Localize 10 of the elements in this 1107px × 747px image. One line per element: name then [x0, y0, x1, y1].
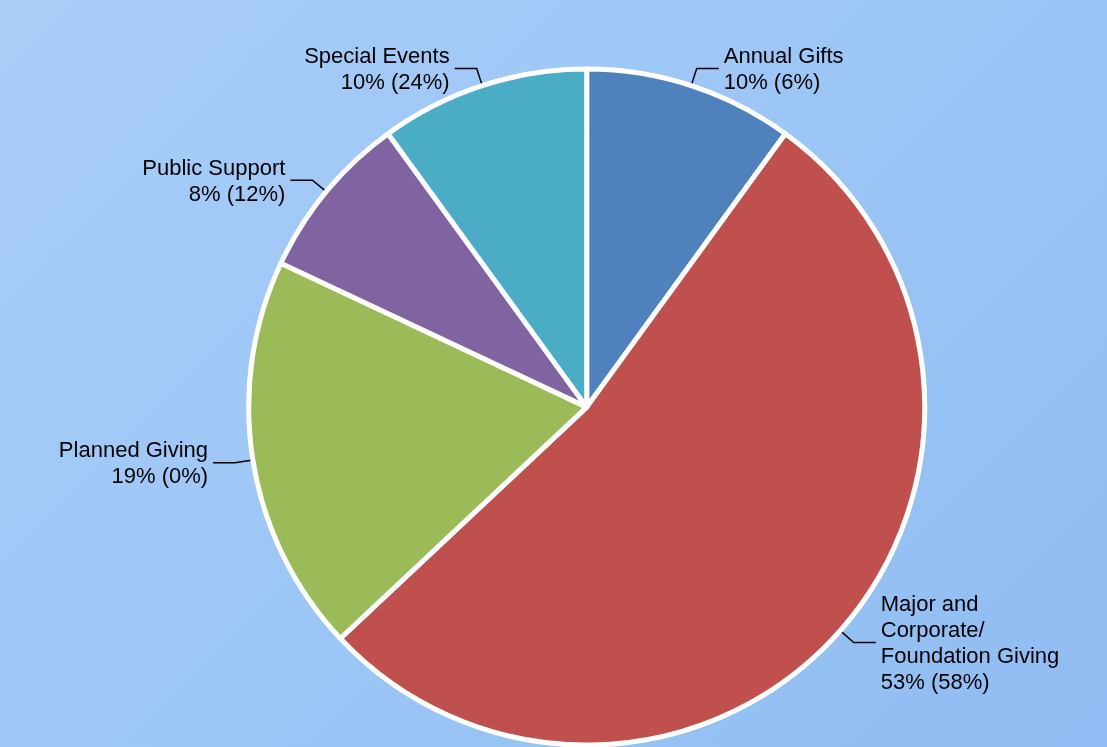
data-label: 10% (24%) [340, 69, 450, 95]
slice-label: Annual Gifts [723, 43, 844, 69]
data-label: 8% (12%) [188, 180, 286, 206]
slice-label: Special Events [304, 43, 450, 69]
slice-label: Major and Corporate/ Foundation Giving [880, 591, 1060, 669]
data-label: 19% (0%) [111, 463, 209, 489]
slice-label: Public Support [142, 154, 286, 180]
slice-label: Planned Giving [58, 437, 209, 463]
data-label: 53% (58%) [880, 669, 990, 695]
data-label: 10% (6%) [723, 69, 821, 95]
